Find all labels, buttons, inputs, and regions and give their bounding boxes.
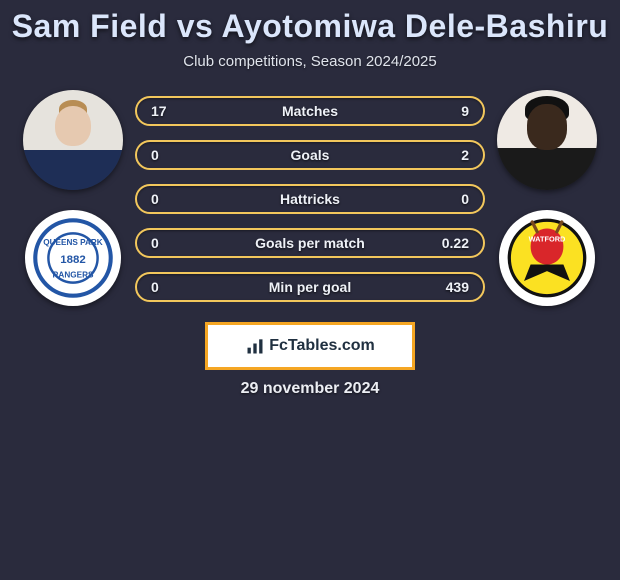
- qpr-crest-icon: QUEENS PARK RANGERS 1882: [32, 217, 114, 299]
- watford-crest-icon: WATFORD: [506, 217, 588, 299]
- club-right-crest: WATFORD: [499, 210, 595, 306]
- stat-row-goals-per-match: 0 Goals per match 0.22: [135, 228, 485, 258]
- left-side: QUEENS PARK RANGERS 1882: [23, 90, 123, 306]
- stat-right-value: 439: [435, 279, 469, 295]
- brand-badge: FcTables.com: [205, 322, 415, 370]
- comparison-layout: QUEENS PARK RANGERS 1882 17 Matches 9 0 …: [10, 90, 610, 306]
- player-left-avatar: [23, 90, 123, 190]
- stat-row-min-per-goal: 0 Min per goal 439: [135, 272, 485, 302]
- comparison-card: Sam Field vs Ayotomiwa Dele-Bashiru Club…: [0, 0, 620, 580]
- brand-label: FcTables.com: [269, 337, 375, 355]
- right-side: WATFORD: [497, 90, 597, 306]
- stat-label: Min per goal: [137, 279, 483, 295]
- page-subtitle: Club competitions, Season 2024/2025: [10, 53, 610, 70]
- stat-label: Hattricks: [137, 191, 483, 207]
- stat-row-goals: 0 Goals 2: [135, 140, 485, 170]
- stat-left-value: 0: [151, 235, 185, 251]
- player-right-avatar: [497, 90, 597, 190]
- stat-right-value: 0.22: [435, 235, 469, 251]
- stat-left-value: 0: [151, 191, 185, 207]
- stat-right-value: 0: [435, 191, 469, 207]
- stat-left-value: 0: [151, 147, 185, 163]
- stat-row-hattricks: 0 Hattricks 0: [135, 184, 485, 214]
- stat-label: Matches: [137, 103, 483, 119]
- svg-text:1882: 1882: [60, 254, 86, 266]
- svg-text:WATFORD: WATFORD: [529, 235, 566, 244]
- page-title: Sam Field vs Ayotomiwa Dele-Bashiru: [10, 8, 610, 45]
- stat-right-value: 2: [435, 147, 469, 163]
- svg-text:QUEENS PARK: QUEENS PARK: [43, 238, 103, 247]
- snapshot-date: 29 november 2024: [10, 380, 610, 398]
- stat-row-matches: 17 Matches 9: [135, 96, 485, 126]
- stat-left-value: 17: [151, 103, 185, 119]
- bar-chart-icon: [245, 336, 265, 356]
- stat-label: Goals: [137, 147, 483, 163]
- stats-column: 17 Matches 9 0 Goals 2 0 Hattricks 0 0 G…: [135, 90, 485, 302]
- stat-label: Goals per match: [137, 235, 483, 251]
- club-left-crest: QUEENS PARK RANGERS 1882: [25, 210, 121, 306]
- svg-text:RANGERS: RANGERS: [53, 271, 94, 280]
- stat-left-value: 0: [151, 279, 185, 295]
- stat-right-value: 9: [435, 103, 469, 119]
